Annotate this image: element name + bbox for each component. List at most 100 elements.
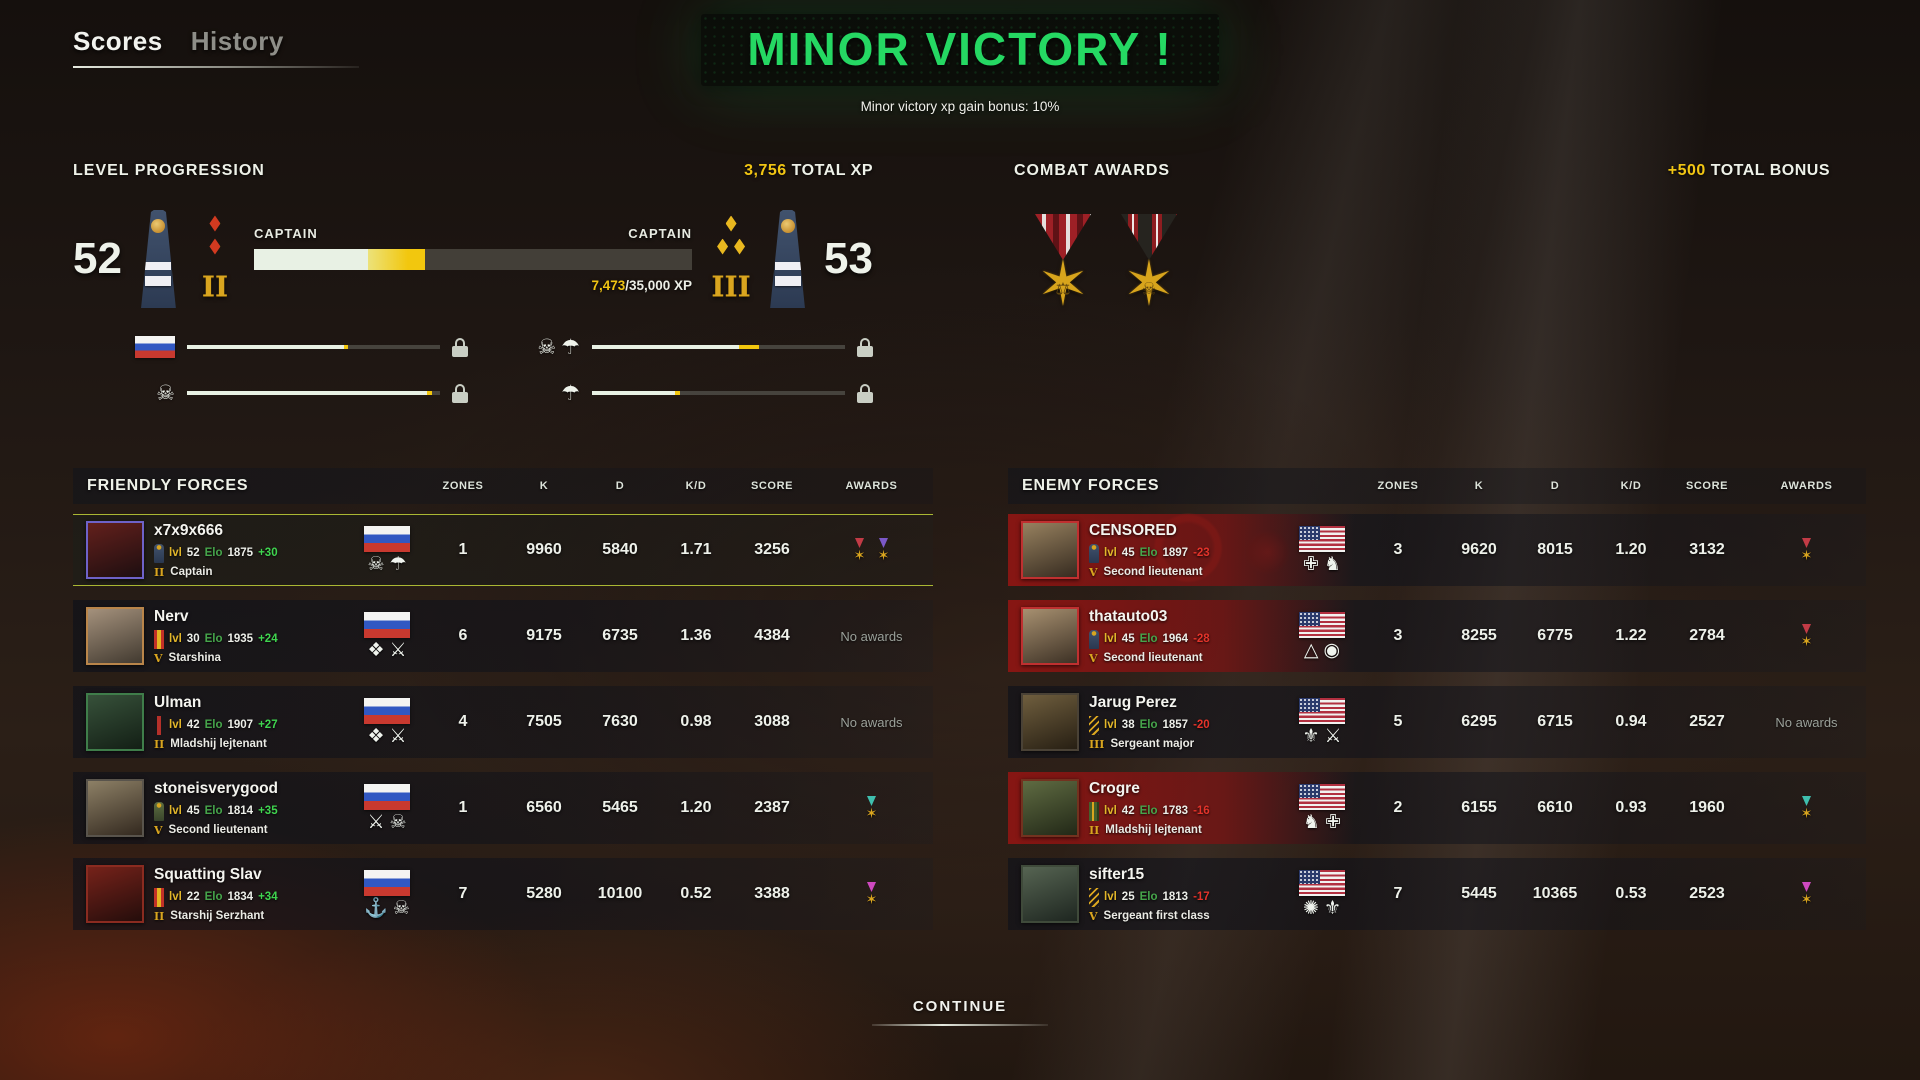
rank-badge-icon xyxy=(154,543,164,563)
elo-label: Elo xyxy=(1139,633,1158,645)
armor-shield-emblem-icon: ✙ xyxy=(1325,812,1341,833)
player-rank-line: II Mladshij lejtenant xyxy=(154,738,344,751)
kd-ratio-value: 0.94 xyxy=(1615,713,1647,730)
no-awards-label: No awards xyxy=(840,628,903,644)
level-label: lvl xyxy=(169,805,182,817)
faction-flag-icon xyxy=(364,526,410,552)
current-rank-epaulette-icon xyxy=(141,210,176,308)
score-value: 3132 xyxy=(1689,541,1725,558)
friendly-forces-table: FRIENDLY FORCES ZONES K D K/D SCORE AWARDS x7… xyxy=(73,468,933,944)
deaths-value: 10100 xyxy=(597,885,643,902)
medal-star-icon: ✶ ⚖ xyxy=(1037,250,1089,319)
player-info: Crogre lvl 42 Elo 1783 -16 II Mladshij l… xyxy=(1089,780,1279,837)
table-row[interactable]: CENSORED lvl 45 Elo 1897 -23 V Second li… xyxy=(1008,514,1866,586)
airborne-circle-emblem-icon: ◉ xyxy=(1323,640,1341,661)
unit-emblems: ❖ ⚔ xyxy=(367,641,406,660)
lock-icon xyxy=(857,383,873,403)
table-row[interactable]: stoneisverygood lvl 45 Elo 1814 +35 V Se… xyxy=(73,772,933,844)
table-row[interactable]: thatauto03 lvl 45 Elo 1964 -28 V Second … xyxy=(1008,600,1866,672)
avatar xyxy=(1021,521,1079,579)
rank-name: Captain xyxy=(170,566,213,578)
player-cell: Squatting Slav lvl 22 Elo 1834 +34 II St… xyxy=(73,858,420,930)
elo-label: Elo xyxy=(1139,547,1158,559)
awards-cell: ✶ xyxy=(810,858,933,930)
rank-badge-icon xyxy=(154,801,164,821)
scales-star-medal: ✶ ⚖ xyxy=(1032,214,1094,316)
rank-badge-icon xyxy=(1089,801,1099,821)
elo-value: 1875 xyxy=(227,547,254,559)
player-info: thatauto03 lvl 45 Elo 1964 -28 V Second … xyxy=(1089,608,1279,665)
crossed-rifles-emblem-icon: ⚔ xyxy=(367,812,385,833)
table-heading: FRIENDLY FORCES xyxy=(87,477,249,494)
player-level-line: lvl 38 Elo 1857 -20 xyxy=(1089,715,1279,735)
no-awards-label: No awards xyxy=(840,714,903,730)
usmc-emblem-icon: ⚜ xyxy=(1323,898,1341,919)
elo-delta: +35 xyxy=(258,805,278,817)
enemy-forces-table: ENEMY FORCES ZONES K D K/D SCORE AWARDS CENSO… xyxy=(1008,468,1866,944)
level-label: lvl xyxy=(169,891,182,903)
rank-numeral: V xyxy=(154,823,163,837)
table-row[interactable]: Jarug Perez lvl 38 Elo 1857 -20 III Serg… xyxy=(1008,686,1866,758)
elo-delta: -20 xyxy=(1193,719,1210,731)
rank-name: Starshina xyxy=(168,652,221,664)
kd-ratio-value: 1.20 xyxy=(1615,541,1647,558)
total-xp: 3,756 TOTAL XP xyxy=(744,162,873,180)
tank-battalion-emblem-icon: ❖ xyxy=(367,640,385,661)
unlock-progress-row xyxy=(113,332,468,362)
player-rank-line: V Second lieutenant xyxy=(1089,652,1279,665)
table-row[interactable]: Crogre lvl 42 Elo 1783 -16 II Mladshij l… xyxy=(1008,772,1866,844)
awards-cell: No awards xyxy=(1745,686,1868,758)
tab-history[interactable]: History xyxy=(190,26,284,56)
mini-medal-icon: ✶ xyxy=(864,882,880,906)
avatar xyxy=(86,607,144,665)
player-name: x7x9x666 xyxy=(154,521,223,539)
xp-progress-bar xyxy=(253,248,693,270)
mini-medal-icon: ✶ xyxy=(1799,538,1815,562)
player-info: x7x9x666 lvl 52 Elo 1875 +30 II Captain xyxy=(154,522,344,579)
unlock-progress-bar xyxy=(592,391,845,395)
next-level-number: 53 xyxy=(824,234,873,283)
continue-button[interactable]: CONTINUE xyxy=(872,998,1048,1026)
mini-medal-icon: ✶ xyxy=(1799,624,1815,648)
skull-bandana-emblem-icon: ☠ xyxy=(389,812,407,833)
awards-cell: ✶ ✶ xyxy=(810,515,933,585)
tab-scores[interactable]: Scores xyxy=(73,26,163,56)
avatar xyxy=(86,693,144,751)
rank-diamond-icon xyxy=(734,238,746,255)
table-row[interactable]: x7x9x666 lvl 52 Elo 1875 +30 II Captain … xyxy=(73,514,933,586)
level-progression-section: LEVEL PROGRESSION 3,756 TOTAL XP 52 II C… xyxy=(73,162,873,408)
avatar xyxy=(1021,865,1079,923)
elo-label: Elo xyxy=(1139,805,1158,817)
deaths-value: 6775 xyxy=(1537,627,1573,644)
player-level-line: lvl 45 Elo 1814 +35 xyxy=(154,801,344,821)
faction-flag-icon xyxy=(1299,526,1345,552)
armor-shield-emblem-icon: ✙ xyxy=(1303,554,1319,575)
awards-cell: ✶ xyxy=(1745,772,1868,844)
table-header: ENEMY FORCES ZONES K D K/D SCORE AWARDS xyxy=(1008,468,1866,504)
player-level-line: lvl 42 Elo 1907 +27 xyxy=(154,715,344,735)
kills-value: 6155 xyxy=(1461,799,1497,816)
mini-medal-icon: ✶ xyxy=(852,538,868,562)
unit-emblems: ☠ ☂ xyxy=(367,555,406,574)
skull-star-medal: ✶ ☠ xyxy=(1118,214,1180,316)
faction-flag-icon xyxy=(1299,698,1345,724)
table-row[interactable]: sifter15 lvl 25 Elo 1813 -17 V Sergeant … xyxy=(1008,858,1866,930)
zones-value: 4 xyxy=(458,713,468,730)
mini-medal-icon: ✶ xyxy=(1799,882,1815,906)
table-row[interactable]: Ulman lvl 42 Elo 1907 +27 II Mladshij le… xyxy=(73,686,933,758)
deaths-value: 10365 xyxy=(1532,885,1578,902)
level-label: lvl xyxy=(1104,633,1117,645)
player-name: Ulman xyxy=(154,693,202,711)
rank-name: Sergeant first class xyxy=(1103,910,1210,922)
rank-numeral: II xyxy=(1089,823,1100,837)
player-cell: Nerv lvl 30 Elo 1935 +24 V Starshina ❖ ⚔ xyxy=(73,600,420,672)
xp-current-value: 7,473 xyxy=(591,277,626,293)
player-info: stoneisverygood lvl 45 Elo 1814 +35 V Se… xyxy=(154,780,344,837)
delta-triangle-emblem-icon: △ xyxy=(1303,640,1319,661)
table-row[interactable]: Nerv lvl 30 Elo 1935 +24 V Starshina ❖ ⚔ xyxy=(73,600,933,672)
elo-label: Elo xyxy=(1139,891,1158,903)
elo-value: 1897 xyxy=(1162,547,1189,559)
table-row[interactable]: Squatting Slav lvl 22 Elo 1834 +34 II St… xyxy=(73,858,933,930)
skull-bandana-emblem-icon: ☠ xyxy=(367,554,385,575)
awards-cell: ✶ xyxy=(810,772,933,844)
